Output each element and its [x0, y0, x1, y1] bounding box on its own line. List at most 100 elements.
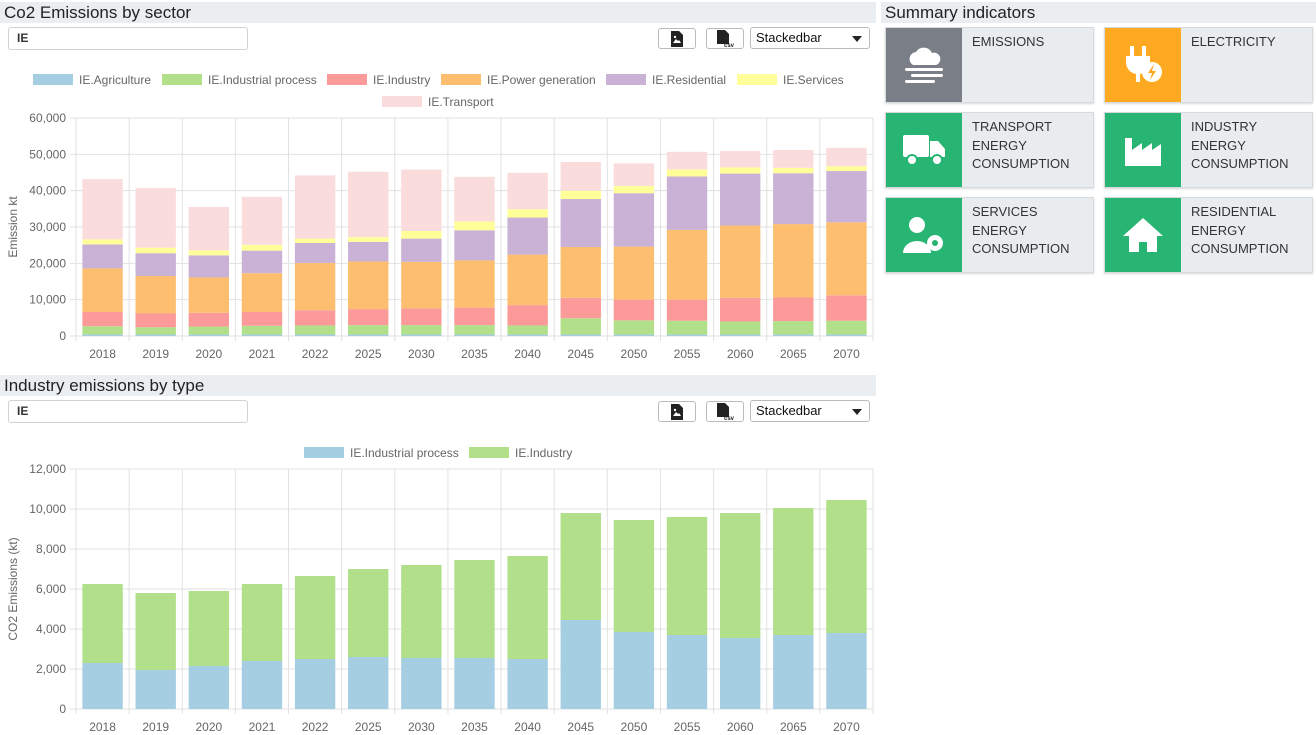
chart1-bar-segment[interactable]	[666, 151, 708, 170]
chart1-bar-segment[interactable]	[454, 230, 495, 261]
chart1-bar-segment[interactable]	[348, 241, 389, 262]
chart2-bar-segment[interactable]	[294, 576, 336, 659]
chart2-chart-type-select[interactable]: Stackedbar	[750, 400, 870, 422]
chart1-bar-segment[interactable]	[826, 320, 867, 335]
tile-services[interactable]: SERVICES ENERGY CONSUMPTION	[885, 197, 1094, 273]
chart1-bar-segment[interactable]	[188, 277, 230, 313]
chart2-bar-segment[interactable]	[188, 591, 230, 666]
chart1-bar-segment[interactable]	[826, 334, 867, 336]
chart2-bar-segment[interactable]	[454, 658, 495, 709]
chart1-bar-segment[interactable]	[82, 334, 123, 336]
chart2-bar-segment[interactable]	[773, 635, 814, 709]
chart1-bar-segment[interactable]	[507, 209, 548, 218]
chart1-bar-segment[interactable]	[613, 246, 655, 300]
tile-transport[interactable]: TRANSPORT ENERGY CONSUMPTION	[885, 112, 1094, 188]
chart1-bar-segment[interactable]	[773, 173, 814, 225]
chart1-legend-label[interactable]: IE.Power generation	[487, 73, 596, 87]
chart2-bar-segment[interactable]	[188, 666, 230, 709]
chart1-bar-segment[interactable]	[82, 268, 123, 313]
chart1-bar-segment[interactable]	[773, 297, 814, 322]
chart1-legend-label[interactable]: IE.Agriculture	[79, 73, 151, 87]
chart1-bar-segment[interactable]	[82, 326, 123, 335]
chart1-bar-segment[interactable]	[454, 307, 495, 326]
chart1-bar-segment[interactable]	[666, 334, 708, 336]
chart1-bar-segment[interactable]	[613, 163, 655, 186]
chart1-bar-segment[interactable]	[507, 305, 548, 326]
chart2-bar-segment[interactable]	[294, 659, 336, 709]
chart1-legend-label[interactable]: IE.Industry	[373, 73, 430, 87]
chart2-bar-segment[interactable]	[507, 659, 548, 709]
chart1-bar-segment[interactable]	[348, 171, 389, 238]
chart2-bar-segment[interactable]	[82, 663, 123, 709]
chart2-bar-segment[interactable]	[826, 500, 867, 633]
chart1-bar-segment[interactable]	[560, 334, 601, 336]
chart1-bar-segment[interactable]	[454, 221, 495, 231]
chart1-bar-segment[interactable]	[241, 334, 283, 336]
chart1-bar-segment[interactable]	[507, 217, 548, 255]
chart1-bar-segment[interactable]	[826, 222, 867, 296]
chart1-bar-segment[interactable]	[826, 295, 867, 321]
chart1-bar-segment[interactable]	[241, 244, 283, 251]
chart1-bar-segment[interactable]	[773, 224, 814, 298]
chart2-bar-segment[interactable]	[613, 632, 655, 709]
chart2-bar-segment[interactable]	[719, 638, 761, 709]
chart1-bar-segment[interactable]	[82, 312, 123, 327]
chart1-bar-segment[interactable]	[613, 320, 655, 335]
chart1-bar-segment[interactable]	[241, 312, 283, 326]
chart2-bar-segment[interactable]	[348, 657, 389, 709]
chart1-bar-segment[interactable]	[560, 297, 601, 319]
chart1-bar-segment[interactable]	[613, 193, 655, 247]
chart2-bar-segment[interactable]	[560, 620, 601, 709]
chart1-bar-segment[interactable]	[773, 334, 814, 336]
chart1-bar-segment[interactable]	[454, 176, 495, 222]
chart1-bar-segment[interactable]	[613, 334, 655, 336]
chart1-bar-segment[interactable]	[188, 312, 230, 327]
chart1-bar-segment[interactable]	[719, 173, 761, 226]
chart1-bar-segment[interactable]	[401, 308, 442, 326]
chart1-bar-segment[interactable]	[401, 230, 442, 239]
chart1-bar-segment[interactable]	[294, 262, 336, 311]
chart1-bar-segment[interactable]	[241, 196, 283, 245]
chart1-bar-segment[interactable]	[560, 199, 601, 247]
chart2-bar-segment[interactable]	[135, 593, 176, 670]
chart2-export-image-button[interactable]	[658, 401, 696, 422]
chart1-bar-segment[interactable]	[401, 325, 442, 335]
chart1-bar-segment[interactable]	[135, 253, 176, 277]
chart1-bar-segment[interactable]	[719, 151, 761, 168]
chart1-bar-segment[interactable]	[773, 149, 814, 168]
chart1-bar-segment[interactable]	[82, 179, 123, 240]
chart1-bar-segment[interactable]	[719, 297, 761, 322]
chart1-bar-segment[interactable]	[560, 246, 601, 298]
chart1-bar-segment[interactable]	[401, 169, 442, 231]
chart1-bar-segment[interactable]	[773, 167, 814, 174]
chart1-bar-segment[interactable]	[294, 325, 336, 335]
chart2-legend-swatch[interactable]	[304, 447, 344, 458]
chart1-bar-segment[interactable]	[666, 320, 708, 335]
chart2-bar-segment[interactable]	[719, 513, 761, 638]
chart1-bar-segment[interactable]	[188, 250, 230, 256]
chart1-bar-segment[interactable]	[826, 171, 867, 223]
chart2-bar-segment[interactable]	[507, 556, 548, 659]
chart1-bar-segment[interactable]	[666, 229, 708, 300]
chart2-bar-segment[interactable]	[241, 661, 283, 709]
chart1-legend-swatch[interactable]	[606, 74, 646, 85]
chart1-bar-segment[interactable]	[135, 247, 176, 254]
chart1-bar-segment[interactable]	[613, 299, 655, 321]
chart1-bar-segment[interactable]	[135, 313, 176, 328]
chart1-bar-segment[interactable]	[188, 334, 230, 336]
chart2-bar-segment[interactable]	[135, 670, 176, 709]
chart1-bar-segment[interactable]	[348, 261, 389, 310]
chart2-bar-segment[interactable]	[826, 633, 867, 709]
chart1-legend-swatch[interactable]	[737, 74, 777, 85]
chart1-bar-segment[interactable]	[507, 334, 548, 336]
chart1-bar-segment[interactable]	[348, 325, 389, 335]
chart1-legend-swatch[interactable]	[33, 74, 73, 85]
tile-residential[interactable]: RESIDENTIAL ENERGY CONSUMPTION	[1104, 197, 1313, 273]
chart1-export-image-button[interactable]	[658, 28, 696, 49]
chart1-bar-segment[interactable]	[82, 239, 123, 245]
chart2-bar-segment[interactable]	[401, 565, 442, 658]
chart1-bar-segment[interactable]	[560, 318, 601, 335]
chart1-legend-swatch[interactable]	[382, 96, 422, 107]
chart1-bar-segment[interactable]	[135, 188, 176, 248]
chart1-bar-segment[interactable]	[507, 325, 548, 335]
